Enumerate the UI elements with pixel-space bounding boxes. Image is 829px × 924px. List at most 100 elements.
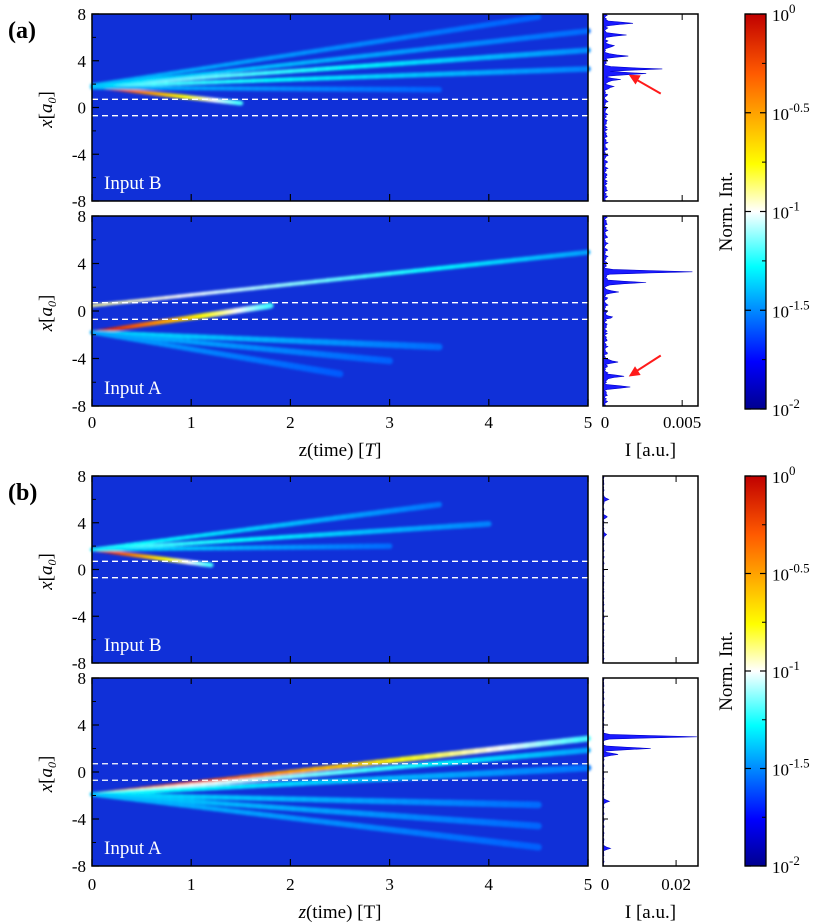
beam-segment [523, 842, 542, 851]
x-tick-label: 3 [385, 875, 394, 894]
beam-segment [152, 785, 169, 791]
colorbar-tick-exp: -1 [789, 199, 800, 214]
y-axis-label: x[a0] [36, 91, 59, 129]
x-tick-label: 1 [187, 875, 196, 894]
beam-segment [276, 282, 293, 288]
colorbar-tick-exp: -1.5 [789, 297, 810, 312]
beam-segment [263, 302, 274, 310]
y-tick-label: 8 [78, 467, 87, 486]
y-axis-label: x[a0] [36, 756, 59, 794]
y-tick-label: 8 [78, 207, 87, 226]
colorbar-tick-exp: 0 [789, 463, 796, 478]
beam-segment [350, 274, 367, 280]
beam-segment [201, 290, 218, 296]
beam-segment [164, 74, 181, 81]
beam-segment [226, 72, 243, 78]
beam-segment [152, 76, 169, 82]
colorbar-tick-base: 10 [772, 302, 789, 321]
input-label: Input B [104, 635, 162, 656]
intensity-profile [602, 13, 663, 202]
beam-segment [139, 77, 156, 83]
y-tick-label: -8 [72, 857, 86, 876]
beam-segment [362, 272, 380, 279]
colorbar-tick-exp: 0 [789, 1, 796, 16]
beam-group [90, 501, 492, 568]
beam-segment [313, 278, 330, 284]
x-tick-label: 0 [88, 875, 97, 894]
x-tick-label: 5 [584, 875, 593, 894]
x-tick-label: 5 [584, 413, 593, 432]
beam-segment [226, 67, 243, 74]
input-label: Input B [104, 173, 162, 194]
colorbar-tick-base: 10 [772, 401, 789, 420]
colorbar-tick-label: 10-1.5 [772, 756, 810, 780]
beam-group [90, 14, 591, 106]
input-label: Input A [104, 378, 162, 399]
heatmap-background [92, 14, 588, 201]
colorbar-tick-base: 10 [772, 858, 789, 877]
x-tick-label: 2 [286, 413, 295, 432]
beam-segment [263, 283, 280, 289]
beam-segment [90, 302, 106, 308]
beam-segment [152, 295, 169, 301]
x-tick-label: 1 [187, 413, 196, 432]
beam-segment [226, 287, 243, 293]
beam-segment [123, 76, 139, 82]
colorbar-tick-base: 10 [772, 468, 789, 487]
beam-segment [114, 80, 132, 86]
colorbar-tick-exp: -1.5 [789, 756, 810, 771]
intensity-profile [602, 215, 693, 407]
beam-segment [189, 72, 206, 78]
colorbar-tick-label: 10-0.5 [772, 561, 810, 585]
beam-group [89, 249, 591, 378]
colorbar-tick-base: 10 [772, 105, 789, 124]
beam-group [89, 735, 592, 851]
colorbar-label: Norm. Int. [716, 631, 737, 711]
heatmap-background [92, 476, 588, 663]
colorbar-tick-base: 10 [772, 6, 789, 25]
colorbar-tick-label: 10-1.5 [772, 297, 810, 321]
beam-segment [176, 73, 194, 79]
intensity-tick-label: 0.02 [661, 875, 691, 894]
x-tick-label: 4 [485, 875, 494, 894]
beam-segment [139, 297, 156, 302]
beam-segment [127, 298, 144, 304]
x-tick-label: 4 [485, 413, 494, 432]
beam-segment [476, 521, 492, 528]
colorbar-tick-label: 10-1 [772, 199, 800, 223]
beam-segment [337, 275, 355, 281]
intensity-axis-label: I [a.u.] [625, 902, 676, 923]
colorbar-tick-label: 10-1 [772, 658, 800, 682]
y-tick-label: 4 [78, 514, 87, 533]
y-tick-label: 4 [78, 52, 87, 71]
input-label: Input A [104, 838, 162, 859]
y-tick-label: 0 [78, 99, 87, 118]
beam-segment [164, 294, 181, 300]
heatmap-background [92, 216, 588, 406]
colorbar-tick-base: 10 [772, 761, 789, 780]
beam-segment [251, 285, 268, 291]
beam-segment [524, 14, 542, 22]
beam-segment [101, 80, 117, 86]
beam-segment [176, 783, 194, 789]
beam-segment [134, 74, 150, 81]
beam-segment [288, 281, 305, 287]
y-tick-label: -4 [72, 607, 87, 626]
beam-segment [573, 249, 591, 256]
beam-segment [177, 293, 193, 299]
colorbar-tick-exp: -2 [789, 396, 800, 411]
profile-background [603, 678, 698, 866]
x-label-ital: z [298, 902, 307, 923]
beam-segment [176, 781, 194, 787]
x-tick-label: 0 [88, 413, 97, 432]
y-tick-label: 4 [78, 716, 87, 735]
x-tick-label: 3 [385, 413, 394, 432]
panel-label: (b) [8, 480, 37, 506]
beam-segment [572, 764, 592, 772]
colorbar-tick-base: 10 [772, 663, 789, 682]
colorbar-tick-exp: -0.5 [789, 100, 810, 115]
beam-segment [189, 75, 206, 81]
x-label-ital: T [365, 440, 377, 461]
profile-background [603, 14, 698, 201]
